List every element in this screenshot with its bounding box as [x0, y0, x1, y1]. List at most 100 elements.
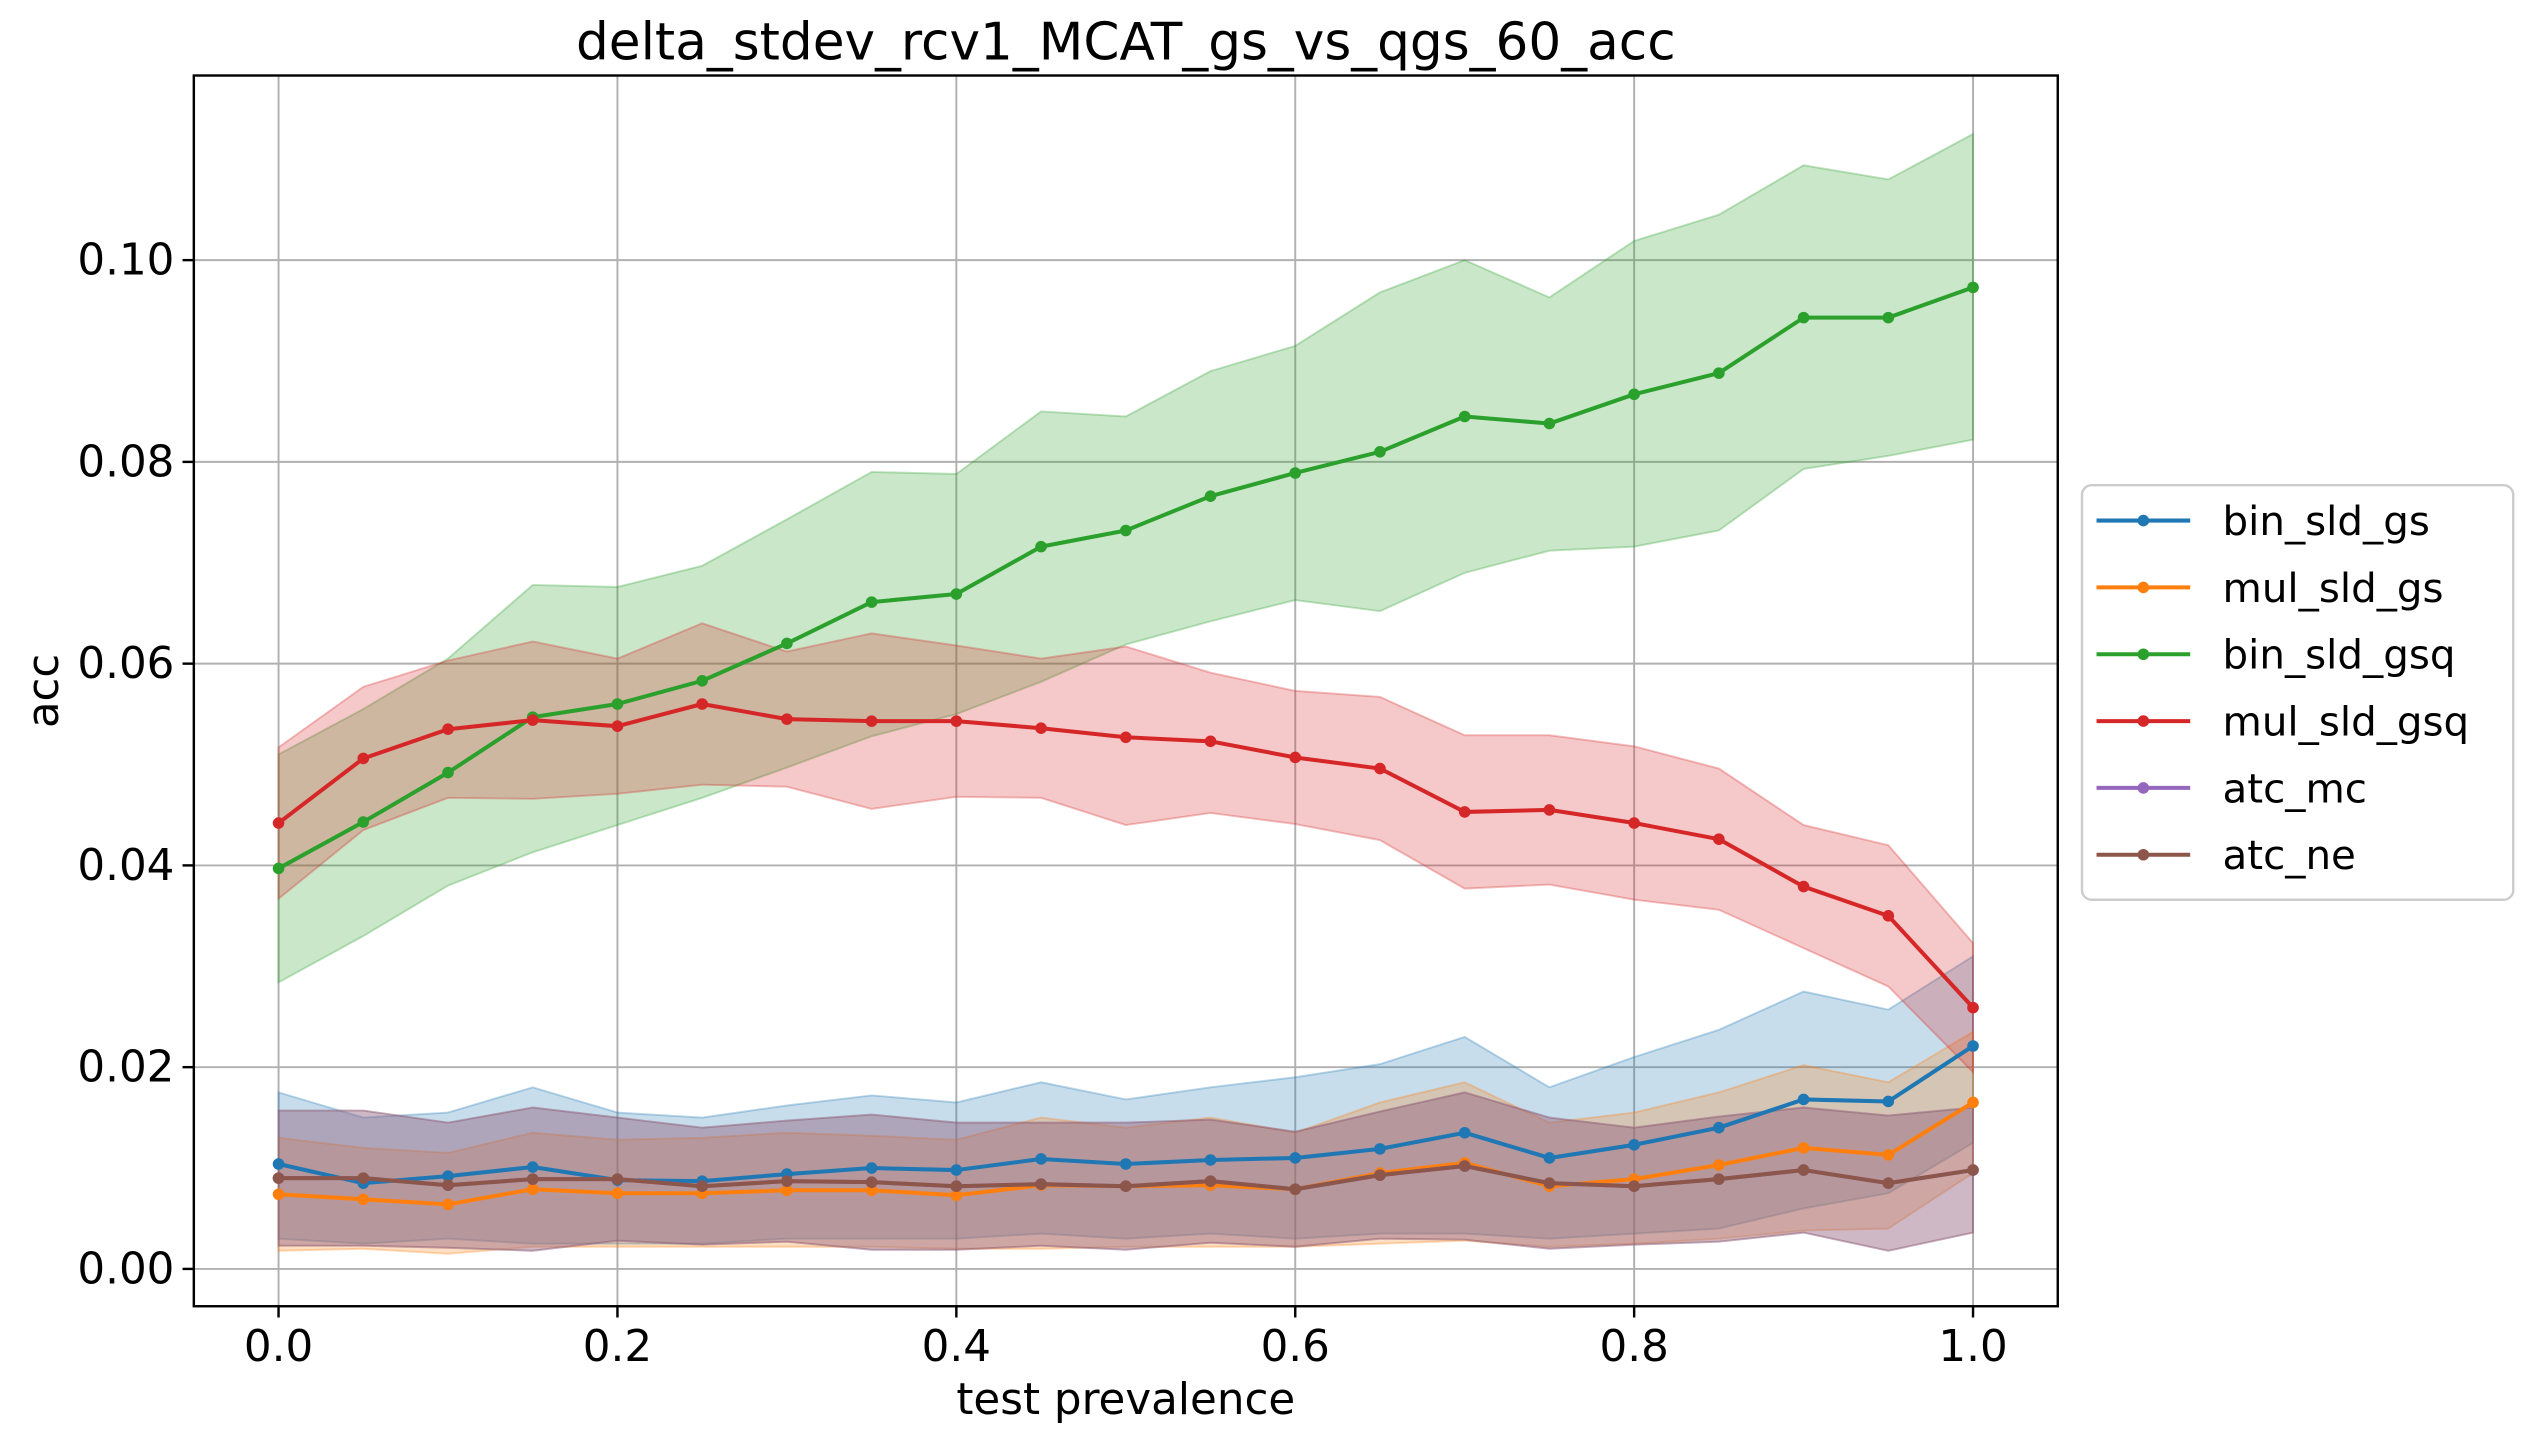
- point-mul-sld-gsq: [1458, 806, 1471, 818]
- point-atc-ne: [442, 1179, 454, 1191]
- point-bin-sld-gs: [1035, 1153, 1047, 1165]
- point-atc-ne: [1882, 1177, 1895, 1189]
- point-mul-sld-gsq: [442, 723, 454, 735]
- point-mul-sld-gs: [1882, 1149, 1895, 1161]
- legend-label: mul_sld_gsq: [2223, 700, 2470, 746]
- point-bin-sld-gs: [950, 1164, 963, 1176]
- point-mul-sld-gsq: [526, 714, 539, 726]
- point-bin-sld-gsq: [1543, 417, 1556, 430]
- point-atc-ne: [1119, 1180, 1132, 1192]
- point-mul-sld-gsq: [1797, 880, 1810, 893]
- point-bin-sld-gsq: [1967, 281, 1979, 294]
- point-atc-ne: [1458, 1160, 1471, 1172]
- point-bin-sld-gsq: [442, 766, 454, 779]
- x-tick-label: 0.0: [244, 1322, 313, 1372]
- point-bin-sld-gsq: [1035, 540, 1047, 553]
- band-bin-sld-gs: [277, 954, 1975, 1245]
- point-bin-sld-gsq: [950, 588, 963, 600]
- point-bin-sld-gsq: [1713, 367, 1725, 379]
- point-mul-sld-gs: [950, 1189, 963, 1202]
- point-bin-sld-gsq: [611, 698, 624, 710]
- point-bin-sld-gs: [1713, 1121, 1725, 1134]
- point-atc-ne: [1289, 1183, 1302, 1196]
- point-bin-sld-gsq: [1374, 446, 1386, 458]
- point-mul-sld-gs: [1967, 1096, 1979, 1109]
- point-bin-sld-gs: [1458, 1126, 1471, 1139]
- point-mul-sld-gs: [1713, 1159, 1725, 1171]
- point-bin-sld-gs: [1882, 1095, 1895, 1108]
- y-tick-label: 0.06: [77, 639, 174, 689]
- point-mul-sld-gsq: [1967, 1001, 1979, 1014]
- point-atc-ne: [1797, 1164, 1810, 1176]
- point-bin-sld-gs: [1119, 1158, 1132, 1170]
- band-atc-ne: [277, 1091, 1975, 1252]
- point-mul-sld-gsq: [1882, 910, 1895, 922]
- point-atc-ne: [1204, 1175, 1217, 1187]
- axis-ticks: 0.0 0.2 0.4 0.6 0.8 1.0 0.00 0.02 0.04 0.06 0.08 0.…: [77, 236, 2007, 1372]
- point-bin-sld-gs: [526, 1161, 539, 1173]
- point-atc-ne: [357, 1172, 370, 1184]
- y-tick-label: 0.02: [77, 1043, 174, 1093]
- point-mul-sld-gs: [442, 1198, 454, 1211]
- band-bin-sld-gsq: [277, 132, 1975, 985]
- x-tick-label: 0.6: [1261, 1322, 1330, 1372]
- legend-marker: [2137, 848, 2150, 861]
- point-mul-sld-gsq: [781, 713, 793, 725]
- point-bin-sld-gsq: [781, 637, 793, 650]
- series-lines: [272, 281, 1979, 1211]
- point-bin-sld-gs: [1967, 1040, 1979, 1052]
- point-bin-sld-gs: [1797, 1093, 1810, 1106]
- x-tick-label: 0.4: [922, 1322, 991, 1372]
- point-bin-sld-gsq: [1289, 467, 1302, 479]
- point-bin-sld-gsq: [696, 675, 708, 687]
- point-atc-ne: [272, 1172, 285, 1184]
- point-mul-sld-gsq: [1374, 762, 1386, 775]
- point-mul-sld-gsq: [1204, 735, 1217, 748]
- grid: [193, 75, 2058, 1307]
- band-mul-sld-gsq: [277, 622, 1975, 1075]
- point-atc-ne: [1713, 1173, 1725, 1185]
- point-mul-sld-gs: [865, 1184, 878, 1197]
- point-bin-sld-gsq: [865, 596, 878, 608]
- point-bin-sld-gsq: [1628, 388, 1640, 401]
- point-mul-sld-gsq: [950, 715, 963, 727]
- y-axis-label: acc: [19, 654, 69, 728]
- point-mul-sld-gs: [357, 1193, 370, 1206]
- point-mul-sld-gsq: [1119, 731, 1132, 744]
- plot-frame: [192, 74, 2059, 1308]
- point-bin-sld-gsq: [1882, 311, 1895, 324]
- point-bin-sld-gs: [442, 1170, 454, 1182]
- point-atc-ne: [1543, 1177, 1556, 1189]
- point-atc-ne: [696, 1180, 708, 1192]
- point-bin-sld-gs: [1289, 1152, 1302, 1164]
- y-tick-label: 0.00: [77, 1244, 174, 1294]
- y-tick-label: 0.04: [77, 841, 174, 891]
- legend-marker: [2137, 581, 2150, 594]
- legend-label: mul_sld_gs: [2223, 566, 2444, 612]
- point-atc-ne: [1628, 1180, 1640, 1192]
- point-mul-sld-gsq: [611, 720, 624, 732]
- y-tick-label: 0.10: [77, 236, 174, 286]
- point-mul-sld-gs: [781, 1184, 793, 1197]
- point-bin-sld-gs: [1374, 1143, 1386, 1155]
- x-tick-label: 0.2: [583, 1322, 652, 1372]
- legend-label: bin_sld_gsq: [2223, 633, 2456, 679]
- point-atc-ne: [781, 1175, 793, 1187]
- point-atc-ne: [865, 1176, 878, 1188]
- point-bin-sld-gsq: [1204, 490, 1217, 502]
- point-atc-ne: [1374, 1169, 1386, 1181]
- legend-marker: [2137, 648, 2150, 661]
- legend-marker: [2137, 715, 2150, 727]
- point-mul-sld-gsq: [272, 817, 285, 829]
- point-bin-sld-gs: [272, 1158, 285, 1170]
- band-atc-mc: [277, 1091, 1975, 1252]
- point-mul-sld-gsq: [696, 698, 708, 710]
- point-mul-sld-gsq: [865, 715, 878, 727]
- point-bin-sld-gs: [865, 1162, 878, 1174]
- x-tick-label: 0.8: [1599, 1322, 1668, 1372]
- point-atc-ne: [1967, 1164, 1979, 1176]
- point-atc-ne: [611, 1173, 624, 1185]
- point-mul-sld-gsq: [1543, 804, 1556, 816]
- point-bin-sld-gsq: [1119, 524, 1132, 537]
